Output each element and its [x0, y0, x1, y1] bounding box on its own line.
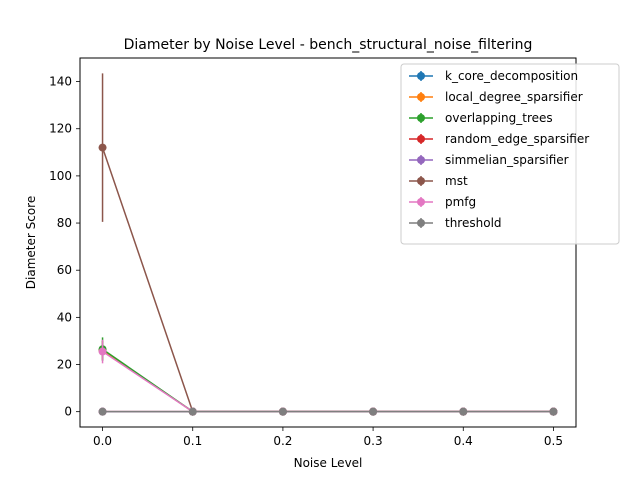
legend-item-k_core_decomposition: k_core_decomposition — [409, 69, 578, 83]
data-point — [98, 143, 107, 152]
series-line — [102, 349, 554, 413]
x-tick-label: 0.3 — [364, 434, 383, 448]
legend-marker — [417, 72, 425, 80]
series-overlapping_trees — [98, 337, 558, 416]
y-tick-label: 80 — [57, 216, 72, 230]
legend-marker — [417, 177, 425, 185]
series-local_degree_sparsifier — [98, 340, 558, 416]
legend-marker — [417, 135, 425, 143]
x-tick-label: 0.1 — [183, 434, 202, 448]
data-point — [98, 407, 107, 416]
legend-label: k_core_decomposition — [445, 69, 578, 83]
legend-item-random_edge_sparsifier: random_edge_sparsifier — [409, 132, 589, 146]
x-tick-label: 0.4 — [454, 434, 473, 448]
legend-marker — [417, 156, 425, 164]
data-point — [188, 407, 197, 416]
x-axis-label: Noise Level — [294, 456, 363, 470]
data-point — [459, 407, 468, 416]
y-axis-label: Diameter Score — [24, 196, 38, 289]
x-tick-label: 0.0 — [93, 434, 112, 448]
data-point — [549, 407, 558, 416]
data-point — [278, 407, 287, 416]
series-line — [102, 350, 554, 413]
legend-label: overlapping_trees — [445, 111, 553, 125]
plot-area — [98, 73, 558, 416]
axes: 0.0 0.1 0.2 0.3 0.4 0.5 0 20 40 60 80 100 120 140 — [49, 75, 563, 448]
legend-label: pmfg — [445, 195, 476, 209]
y-tick-label: 120 — [49, 122, 72, 136]
x-tick-label: 0.5 — [544, 434, 563, 448]
legend-label: simmelian_sparsifier — [445, 153, 569, 167]
legend-item-pmfg: pmfg — [409, 195, 476, 209]
legend-marker — [417, 198, 425, 206]
y-tick-label: 40 — [57, 310, 72, 324]
series-line — [102, 348, 554, 413]
y-tick-label: 60 — [57, 263, 72, 277]
legend-label: mst — [445, 174, 468, 188]
legend-marker — [417, 219, 425, 227]
series-pmfg — [98, 339, 558, 416]
legend-item-overlapping_trees: overlapping_trees — [409, 111, 553, 125]
chart-title: Diameter by Noise Level - bench_structur… — [124, 37, 533, 53]
y-tick-label: 20 — [57, 358, 72, 372]
legend-label: threshold — [445, 216, 502, 230]
legend: k_core_decomposition local_degree_sparsif… — [400, 63, 620, 245]
series-k_core_decomposition — [98, 340, 558, 416]
legend-item-local_degree_sparsifier: local_degree_sparsifier — [409, 90, 583, 104]
legend-box — [400, 63, 620, 245]
x-tick-label: 0.2 — [273, 434, 292, 448]
y-tick-label: 140 — [49, 75, 72, 89]
series-line — [102, 349, 554, 413]
legend-item-threshold: threshold — [409, 216, 502, 230]
y-tick-label: 0 — [64, 405, 72, 419]
legend-item-mst: mst — [409, 174, 468, 188]
data-point — [369, 407, 378, 416]
y-tick-label: 100 — [49, 169, 72, 183]
legend-label: random_edge_sparsifier — [445, 132, 589, 146]
legend-label: local_degree_sparsifier — [445, 90, 583, 104]
legend-marker — [417, 114, 425, 122]
series-threshold — [98, 407, 558, 416]
data-point — [98, 347, 107, 356]
legend-marker — [417, 93, 425, 101]
legend-item-simmelian_sparsifier: simmelian_sparsifier — [409, 153, 569, 167]
